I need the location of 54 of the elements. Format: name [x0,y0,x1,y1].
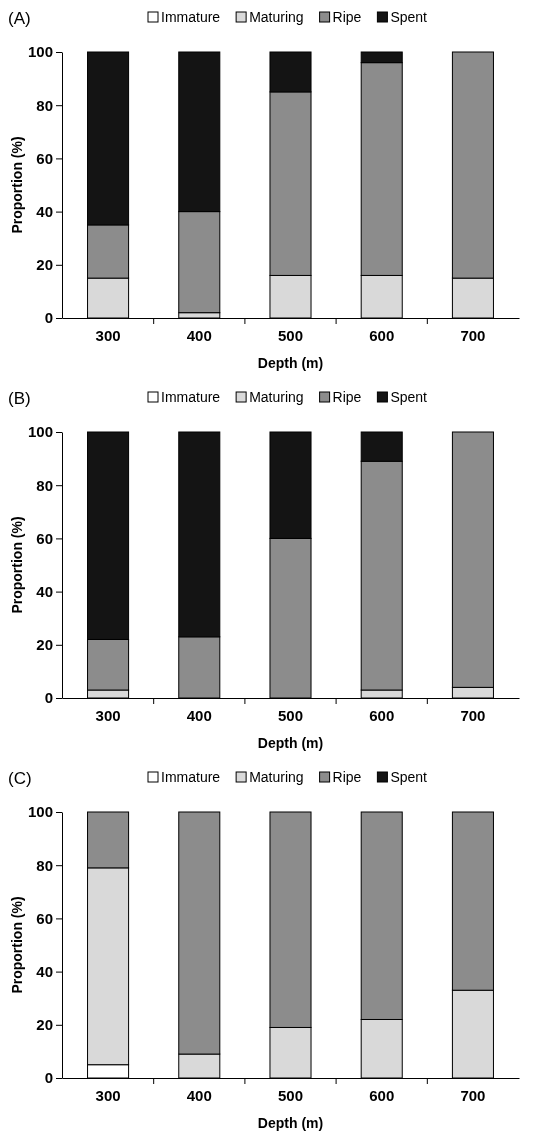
y-tick-label: 60 [36,529,53,547]
y-tick-label: 0 [44,309,53,327]
legend-label: Ripe [332,9,362,25]
x-tick-label: 500 [277,706,304,724]
y-tick-label: 40 [36,962,53,980]
y-axis-title: Proportion (%) [9,516,25,614]
x-tick-label: 300 [95,1086,121,1104]
x-tick-label: 400 [186,706,212,724]
y-tick-label: 20 [36,256,53,274]
x-axis-title: Depth (m) [257,735,324,751]
legend-label: Immature [161,769,221,785]
legend-label: Spent [390,769,428,785]
y-tick-label: 60 [36,149,53,167]
y-tick-label: 0 [44,689,53,707]
chart-title: (C) [8,769,32,788]
legend-label: Immature [161,389,221,405]
x-tick-label: 700 [460,706,486,724]
x-tick-label: 700 [460,326,486,344]
y-tick-label: 80 [36,96,53,114]
y-tick-label: 100 [27,423,53,441]
legend-label: Ripe [332,389,362,405]
chart-title: (B) [8,389,31,408]
x-tick-label: 500 [277,1086,304,1104]
y-tick-label: 80 [36,856,53,874]
legend-label: Spent [390,389,428,405]
y-tick-label: 40 [36,202,53,220]
y-tick-label: 20 [36,636,53,654]
y-axis-title: Proportion (%) [9,896,25,994]
legend-label: Spent [390,9,428,25]
y-tick-label: 0 [44,1069,53,1087]
y-tick-label: 100 [27,43,53,61]
x-tick-label: 600 [369,1086,395,1104]
legend-label: Immature [161,9,221,25]
y-tick-label: 80 [36,476,53,494]
y-axis-title: Proportion (%) [9,136,25,234]
y-tick-label: 100 [27,803,53,821]
y-tick-label: 20 [36,1016,53,1034]
legend-label: Maturing [249,9,304,25]
legend-label: Maturing [249,769,304,785]
x-axis-title: Depth (m) [257,1115,324,1131]
x-tick-label: 500 [277,326,304,344]
x-tick-label: 400 [186,326,212,344]
x-tick-label: 300 [95,326,121,344]
x-tick-label: 400 [186,1086,212,1104]
legend-label: Maturing [249,389,304,405]
y-tick-label: 40 [36,582,53,600]
x-tick-label: 700 [460,1086,486,1104]
chart-title: (A) [8,9,31,28]
legend-label: Ripe [332,769,362,785]
y-tick-label: 60 [36,909,53,927]
x-tick-label: 600 [369,326,395,344]
x-tick-label: 300 [95,706,121,724]
x-axis-title: Depth (m) [257,355,324,371]
x-tick-label: 600 [369,706,395,724]
